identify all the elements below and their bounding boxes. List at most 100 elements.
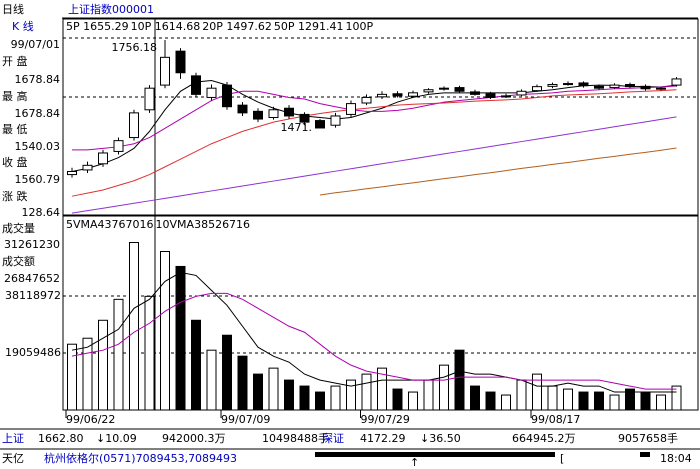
index-name[interactable]: 深证: [322, 432, 344, 445]
index-name[interactable]: 上证: [2, 432, 24, 445]
side-value: 1678.84: [15, 73, 61, 86]
volume-bar: [113, 298, 124, 411]
volume-bar: [237, 355, 248, 411]
side-value: 1560.79: [15, 173, 61, 186]
candle-body: [439, 87, 449, 90]
symbol[interactable]: 上证指数000001: [68, 2, 154, 16]
ticker: 上证 1662.80 ↓10.09 942000.3万 10498488手 深证…: [2, 431, 678, 445]
volume-average: [71, 292, 677, 390]
candle-body: [222, 84, 232, 108]
candle-body: [408, 92, 418, 97]
volume-bar: [129, 242, 139, 411]
volume-bar: [377, 367, 387, 411]
index-amount: 942000.3万: [162, 432, 226, 445]
volume-bar: [82, 337, 93, 411]
side-label: 涨 跌: [2, 189, 28, 203]
candle-body: [532, 86, 542, 92]
side-date: 99/07/01: [11, 38, 60, 51]
volume-bar: [625, 388, 635, 411]
volume-bar: [656, 394, 666, 411]
volume-bar: [563, 388, 573, 411]
candle-body: [191, 75, 201, 95]
volume-bar: [454, 349, 465, 411]
side-label: 开 盘: [2, 54, 28, 68]
volume-bar: [408, 391, 418, 411]
candle-body: [423, 89, 434, 93]
progress-bar: [315, 452, 555, 457]
volume-bar: [470, 385, 480, 411]
legend-entry: 10VMA38526716: [156, 218, 251, 231]
candle-body: [392, 93, 403, 97]
plot: 5P 1655.29 10P 1614.68 20P 1497.62 50P 1291…: [5, 20, 698, 426]
candle-body: [547, 83, 558, 87]
volume-bar: [547, 385, 558, 411]
candle-body: [640, 85, 651, 90]
candle-body: [129, 112, 139, 139]
volume-bar: [640, 391, 651, 411]
legend-entry: 10P 1614.68: [131, 20, 201, 33]
volume-bar: [485, 391, 496, 411]
candle-body: [82, 164, 93, 171]
legend-entry: 5P 1655.29: [66, 20, 129, 33]
side-label: 收 盘: [2, 155, 28, 169]
candle-body: [113, 140, 124, 152]
index-volume: 10498488手: [262, 431, 329, 445]
candle-body: [594, 85, 604, 89]
period[interactable]: 日线: [2, 2, 24, 16]
annotation: 1471.: [281, 121, 313, 134]
volume-bar: [516, 379, 527, 411]
volume-bar: [222, 334, 232, 411]
volume-bar: [671, 385, 682, 411]
view[interactable]: K 线: [12, 19, 34, 33]
candle-body: [284, 107, 294, 117]
side-panel: 99/07/01 开 盘 1678.84 最 高 1678.84 最 低 154…: [2, 38, 60, 285]
legend-entry: 5VMA43767016: [66, 218, 154, 231]
candle-body: [609, 84, 620, 89]
volume-bar: [175, 265, 186, 411]
x-tick-label: 99/06/22: [66, 413, 115, 426]
legend-entry: 20P 1497.62: [202, 20, 272, 33]
candle-body: [144, 87, 155, 111]
status-message: 杭州依格尔(0571)7089453,7089493: [44, 451, 237, 465]
moving-average: [71, 79, 677, 172]
clock: 18:04: [660, 452, 692, 465]
candle-body: [268, 109, 279, 118]
moving-average: [71, 116, 677, 214]
side-value: 1678.84: [15, 107, 61, 120]
side-value: 1540.03: [15, 140, 61, 153]
moving-average: [71, 89, 677, 197]
candle-body: [237, 104, 248, 114]
candle-body: [563, 83, 573, 86]
volume-bar: [144, 295, 155, 411]
volume-bar: [361, 373, 372, 411]
volume-bar: [392, 388, 403, 411]
volume-bar: [609, 394, 620, 411]
volume-bar: [423, 379, 434, 411]
index-amount: 664945.2万: [512, 432, 576, 445]
moving-average: [319, 147, 677, 196]
candle-body: [206, 87, 217, 98]
side-label: 最 低: [2, 123, 28, 136]
volume-average: [71, 271, 677, 393]
x-tick-label: 99/07/09: [221, 413, 270, 426]
volume-bar: [206, 349, 217, 411]
volume-bar: [346, 379, 356, 411]
volume-bar: [253, 373, 263, 411]
candle-body: [299, 113, 310, 123]
moving-average: [72, 85, 677, 151]
side-label: 最 高: [2, 89, 28, 103]
status-app: 天亿: [2, 452, 24, 465]
index-value: 1662.80: [38, 432, 84, 445]
candle-body: [625, 83, 635, 88]
volume-bar: [191, 319, 201, 411]
volume-bar: [98, 319, 108, 411]
status-block: [640, 452, 650, 457]
volume-bar: [501, 394, 511, 411]
side-label: 成交量: [2, 221, 35, 235]
price-frame: [62, 18, 699, 216]
volume-bar: [439, 364, 449, 411]
candle-body: [656, 87, 666, 90]
volume-bar: [315, 391, 325, 411]
candle-body: [470, 91, 480, 95]
